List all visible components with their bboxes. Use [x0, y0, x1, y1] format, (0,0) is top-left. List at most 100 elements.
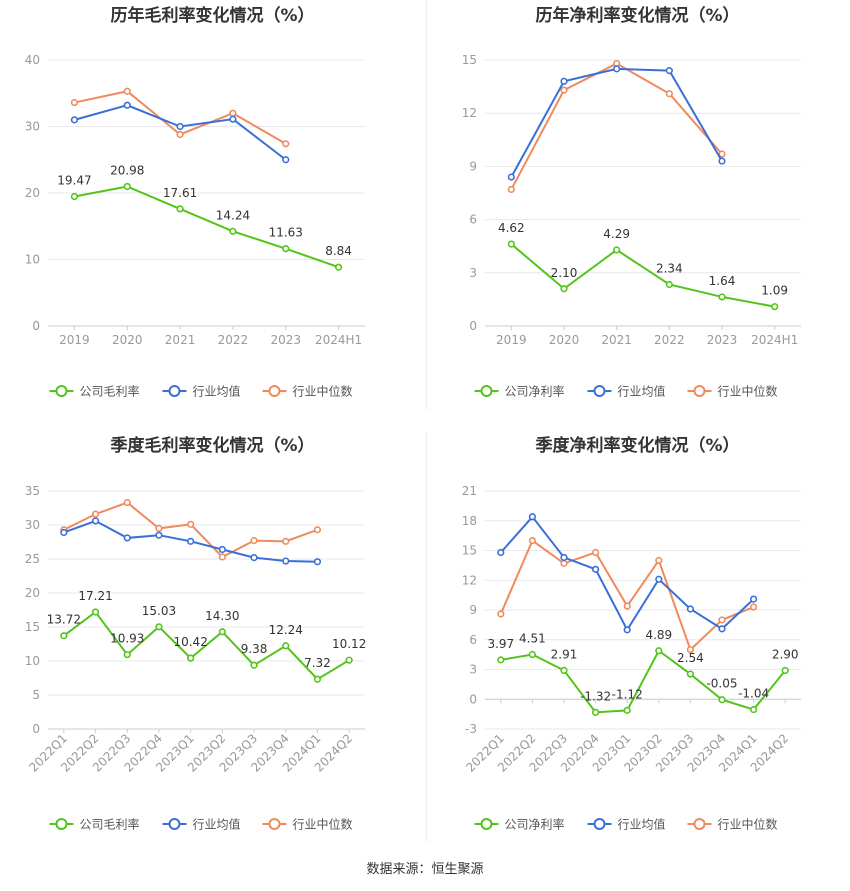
data-point[interactable] [560, 666, 568, 674]
data-point[interactable] [218, 545, 226, 554]
data-point[interactable] [282, 642, 290, 650]
data-point[interactable] [665, 280, 673, 289]
data-point[interactable] [560, 285, 568, 293]
legend-item[interactable]: 公司净利率 [474, 384, 565, 399]
data-point[interactable] [718, 616, 726, 624]
data-point[interactable] [313, 675, 322, 683]
data-point[interactable] [70, 192, 79, 201]
data-point[interactable] [313, 526, 322, 534]
data-point[interactable] [250, 554, 258, 562]
legend-item[interactable]: 行业均值 [587, 384, 666, 399]
data-point[interactable] [123, 182, 131, 191]
data-point[interactable] [218, 628, 226, 636]
data-point[interactable] [686, 646, 695, 654]
data-point[interactable] [282, 557, 290, 565]
data-point[interactable] [718, 157, 726, 165]
data-point[interactable] [560, 559, 568, 567]
data-point[interactable] [665, 90, 673, 98]
data-point[interactable] [750, 603, 758, 611]
data-point[interactable] [655, 556, 663, 565]
data-point[interactable] [91, 608, 100, 616]
data-point[interactable] [592, 708, 600, 716]
data-point[interactable] [176, 130, 184, 139]
data-point[interactable] [187, 654, 195, 662]
data-point[interactable] [70, 98, 79, 107]
data-point[interactable] [282, 537, 290, 545]
data-point[interactable] [123, 101, 131, 109]
data-point[interactable] [176, 122, 184, 131]
data-point[interactable] [560, 553, 568, 562]
data-point[interactable] [250, 537, 258, 545]
data-point[interactable] [686, 605, 695, 613]
data-point[interactable] [218, 553, 226, 561]
data-point[interactable] [187, 537, 195, 545]
legend-item[interactable]: 公司毛利率 [49, 384, 140, 399]
data-point[interactable] [91, 510, 100, 518]
legend-item[interactable]: 行业均值 [162, 817, 241, 832]
data-point[interactable] [282, 140, 290, 148]
legend-item[interactable]: 行业均值 [587, 817, 666, 832]
data-point[interactable] [229, 115, 237, 123]
data-point[interactable] [592, 565, 600, 573]
data-point[interactable] [718, 625, 726, 633]
data-point[interactable] [313, 558, 322, 566]
data-point[interactable] [613, 246, 621, 254]
data-label: -1.04 [738, 687, 769, 701]
data-point[interactable] [123, 651, 131, 659]
data-point[interactable] [497, 656, 505, 664]
data-point[interactable] [528, 536, 536, 545]
data-point[interactable] [155, 531, 163, 539]
data-point[interactable] [282, 245, 290, 253]
data-point[interactable] [750, 595, 758, 603]
data-point[interactable] [250, 661, 258, 669]
legend-item[interactable]: 公司毛利率 [49, 817, 140, 832]
data-point[interactable] [750, 705, 758, 714]
data-point[interactable] [507, 185, 515, 194]
data-point[interactable] [718, 150, 726, 158]
data-point[interactable] [623, 706, 631, 714]
data-point[interactable] [718, 293, 726, 301]
data-point[interactable] [123, 534, 131, 542]
data-point[interactable] [613, 65, 621, 73]
data-point[interactable] [60, 632, 68, 640]
legend-item[interactable]: 行业中位数 [687, 384, 778, 399]
data-point[interactable] [497, 610, 505, 618]
data-point[interactable] [229, 227, 237, 235]
data-point[interactable] [497, 548, 505, 557]
data-point[interactable] [665, 67, 673, 75]
data-point[interactable] [771, 303, 779, 311]
data-point[interactable] [155, 524, 163, 532]
data-point[interactable] [123, 498, 131, 507]
legend-item[interactable]: 公司净利率 [474, 817, 565, 832]
data-point[interactable] [686, 670, 695, 678]
data-point[interactable] [123, 87, 131, 95]
data-point[interactable] [592, 548, 600, 557]
legend-item[interactable]: 行业中位数 [262, 384, 353, 399]
data-point[interactable] [623, 626, 631, 634]
data-point[interactable] [155, 623, 163, 631]
data-point[interactable] [528, 650, 536, 659]
data-point[interactable] [176, 205, 184, 213]
legend-item[interactable]: 行业均值 [162, 384, 241, 399]
data-point[interactable] [623, 602, 631, 610]
data-point[interactable] [655, 575, 663, 583]
data-point[interactable] [507, 173, 515, 181]
data-point[interactable] [229, 109, 237, 117]
data-point[interactable] [560, 77, 568, 85]
data-point[interactable] [560, 86, 568, 94]
data-point[interactable] [718, 696, 726, 704]
data-point[interactable] [187, 520, 195, 528]
legend-item[interactable]: 行业中位数 [687, 817, 778, 832]
data-point[interactable] [781, 666, 789, 675]
data-point[interactable] [528, 513, 536, 521]
y-tick-label: 12 [462, 573, 477, 587]
data-point[interactable] [91, 517, 100, 525]
data-point[interactable] [334, 263, 343, 271]
data-point[interactable] [282, 156, 290, 164]
data-point[interactable] [507, 240, 515, 248]
data-point[interactable] [345, 656, 353, 664]
data-point[interactable] [60, 528, 68, 537]
data-point[interactable] [655, 647, 663, 655]
data-point[interactable] [70, 116, 79, 124]
legend-item[interactable]: 行业中位数 [262, 817, 353, 832]
